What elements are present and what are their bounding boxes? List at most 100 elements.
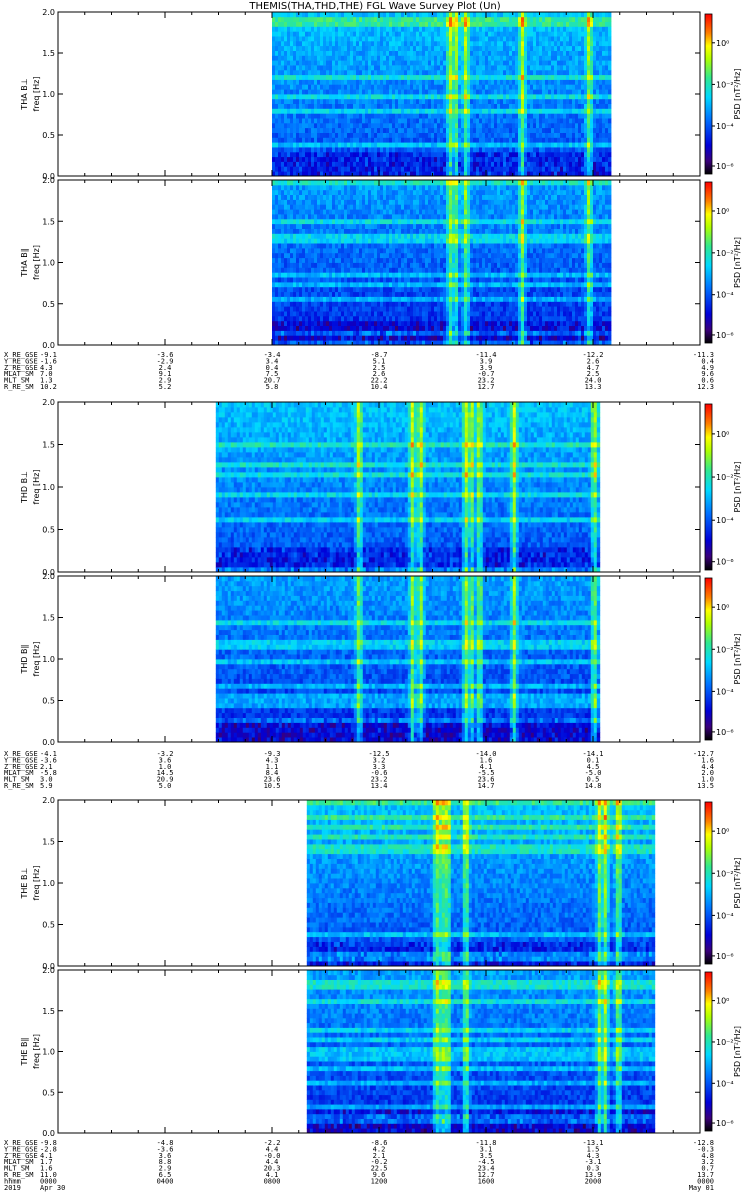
ephemeris-value: 12.3 xyxy=(697,383,714,391)
ephemeris-value: 3.9 xyxy=(480,357,493,365)
y-tick-label: 0.0 xyxy=(42,172,55,181)
ephemeris-value: -3.2 xyxy=(157,750,174,758)
ephemeris-value: 8.8 xyxy=(159,1158,172,1166)
ephemeris-value: 4.4 xyxy=(266,1145,279,1153)
colorbar-tick-label: 10⁻⁶ xyxy=(716,952,734,961)
ephemeris-value: -5.8 xyxy=(40,769,57,777)
ephemeris-value: 12.7 xyxy=(478,383,495,391)
ephemeris-value: 3.5 xyxy=(480,1152,493,1160)
ephemeris-value: 20.7 xyxy=(264,377,281,385)
y-tick-label: 1.0 xyxy=(42,483,55,492)
ephemeris-value: 1.7 xyxy=(40,1158,53,1166)
y-axis-label: freq [Hz] xyxy=(32,470,41,505)
panel-label: THE B∥ xyxy=(20,1038,29,1067)
y-tick-label: 0.0 xyxy=(42,568,55,577)
ephemeris-value: -0.3 xyxy=(697,1145,714,1153)
ephemeris-label: MLT_SM xyxy=(4,776,29,784)
ephemeris-label: X_RE_GSE xyxy=(4,750,38,758)
ephemeris-value: 1.6 xyxy=(480,756,493,764)
ephemeris-value: 10.4 xyxy=(371,383,388,391)
ephemeris-value: -3.4 xyxy=(264,351,281,359)
spectrogram-3 xyxy=(215,576,601,743)
ephemeris-value: -0.7 xyxy=(478,370,495,378)
ephemeris-value: 1.0 xyxy=(701,776,714,784)
ephemeris-value: 13.7 xyxy=(697,1171,714,1179)
colorbar-label: PSD [nT²/Hz] xyxy=(733,634,742,685)
ephemeris-value: 3.2 xyxy=(701,1158,714,1166)
colorbar-tick-label: 10⁻⁴ xyxy=(716,122,734,131)
ephemeris-value: 22.5 xyxy=(371,1165,388,1173)
spectrogram-2 xyxy=(215,402,601,573)
ephemeris-value: 4.8 xyxy=(701,1152,714,1160)
colorbar xyxy=(704,13,713,175)
ephemeris-value: 1200 xyxy=(371,1177,388,1185)
ephemeris-value: 7.5 xyxy=(266,370,279,378)
chart-title: THEMIS(THA,THD,THE) FGL Wave Survey Plot… xyxy=(0,1,750,12)
ephemeris-label: MLAT_SM xyxy=(4,769,34,777)
ephemeris-value: 0.4 xyxy=(266,364,279,372)
ephemeris-label: hhmm xyxy=(4,1177,21,1185)
ephemeris-value: -8.7 xyxy=(371,351,388,359)
ephemeris-value: 4.9 xyxy=(701,364,714,372)
ephemeris-value: -1.6 xyxy=(40,357,57,365)
ephemeris-value: May 01 xyxy=(689,1184,714,1192)
colorbar-tick-label: 10⁻⁶ xyxy=(716,331,734,340)
ephemeris-value: 20.9 xyxy=(157,776,174,784)
y-tick-label: 1.5 xyxy=(42,614,55,623)
ephemeris-value: 5.2 xyxy=(159,383,172,391)
ephemeris-value: 6.5 xyxy=(159,1171,172,1179)
ephemeris-label: Z_RE_GSE xyxy=(4,364,38,372)
ephemeris-value: -9.1 xyxy=(40,351,57,359)
y-axis-label: freq [Hz] xyxy=(32,245,41,280)
y-tick-label: 2.0 xyxy=(42,398,55,407)
ephemeris-value: 5.0 xyxy=(159,782,172,790)
ephemeris-value: -14.1 xyxy=(582,750,603,758)
colorbar-tick-label: 10⁰ xyxy=(716,997,729,1006)
ephemeris-value: -0.2 xyxy=(371,1158,388,1166)
y-tick-label: 1.5 xyxy=(42,1007,55,1016)
ephemeris-label: R_RE_SM xyxy=(4,782,34,790)
colorbar-tick-label: 10⁻⁴ xyxy=(716,687,734,696)
y-tick-label: 2.0 xyxy=(42,8,55,17)
y-tick-label: 0.5 xyxy=(42,1088,55,1097)
ephemeris-value: 13.4 xyxy=(371,782,388,790)
colorbar-label: PSD [nT²/Hz] xyxy=(733,462,742,513)
ephemeris-label: X_RE_GSE xyxy=(4,351,38,359)
ephemeris-value: 14.8 xyxy=(585,782,602,790)
panel-label: THA B∥ xyxy=(20,248,29,277)
ephemeris-value: 13.9 xyxy=(585,1171,602,1179)
ephemeris-label: Z_RE_GSE xyxy=(4,763,38,771)
y-tick-label: 0.0 xyxy=(42,341,55,350)
spectrogram-4 xyxy=(306,800,656,967)
colorbar-tick-label: 10⁻⁶ xyxy=(716,728,734,737)
ephemeris-value: 0.1 xyxy=(587,756,600,764)
y-tick-label: 1.0 xyxy=(42,90,55,99)
ephemeris-value: 3.9 xyxy=(480,364,493,372)
ephemeris-value: 9.1 xyxy=(159,370,172,378)
colorbar-label: PSD [nT²/Hz] xyxy=(733,858,742,909)
y-tick-label: 0.0 xyxy=(42,738,55,747)
ephemeris-value: 3.6 xyxy=(159,1152,172,1160)
ephemeris-value: 0.5 xyxy=(587,776,600,784)
ephemeris-label: R_RE_SM xyxy=(4,1171,34,1179)
ephemeris-value: 5.9 xyxy=(40,782,53,790)
ephemeris-label: Y_RE_GSE xyxy=(4,357,38,365)
ephemeris-value: 0.3 xyxy=(587,1165,600,1173)
ephemeris-value: -11.8 xyxy=(475,1139,496,1147)
ephemeris-value: 23.6 xyxy=(478,776,495,784)
colorbar-tick-label: 10⁻⁴ xyxy=(716,291,734,300)
colorbar-tick-label: 10⁻⁶ xyxy=(716,162,734,171)
ephemeris-value: -0.6 xyxy=(371,769,388,777)
ephemeris-value: 2.6 xyxy=(587,357,600,365)
ephemeris-value: 4.3 xyxy=(587,1152,600,1160)
y-tick-label: 0.5 xyxy=(42,697,55,706)
ephemeris-value: 4.4 xyxy=(701,763,714,771)
ephemeris-value: Apr 30 xyxy=(40,1184,65,1192)
colorbar-tick-label: 10⁻² xyxy=(716,1038,734,1047)
ephemeris-value: 23.6 xyxy=(264,776,281,784)
ephemeris-value: -4.1 xyxy=(40,750,57,758)
ephemeris-label: MLAT_SM xyxy=(4,370,34,378)
ephemeris-label: R_RE_SM xyxy=(4,383,34,391)
ephemeris-value: 2.1 xyxy=(373,1152,386,1160)
ephemeris-value: -5.0 xyxy=(585,769,602,777)
